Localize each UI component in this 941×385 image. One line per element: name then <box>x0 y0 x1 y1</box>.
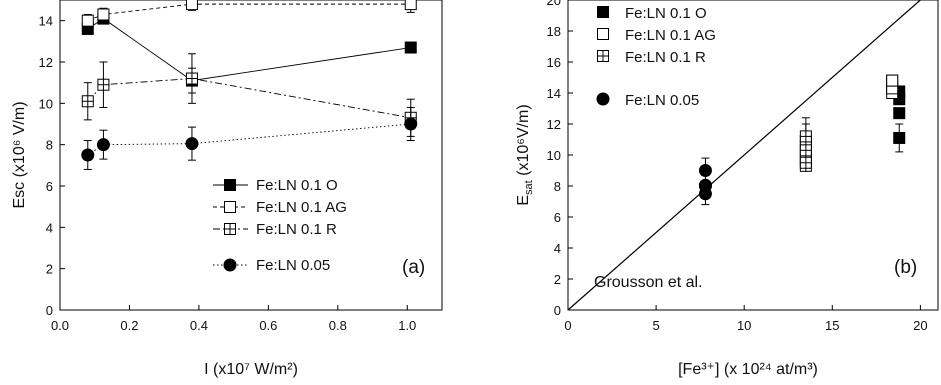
legend-marker <box>596 92 610 106</box>
panel-b-frame <box>567 0 939 311</box>
data-point <box>81 14 94 27</box>
panel-b-x-axis-label: [Fe³⁺] (x 10²⁴ at/m³) <box>678 361 818 378</box>
panel-b-y-axis-label-sub: sat <box>523 180 535 195</box>
data-point <box>698 164 712 177</box>
panel-a-frame <box>59 0 443 311</box>
panel-a-y-axis-label: Esc (x10⁶ V/m) <box>11 101 28 208</box>
panel-b-ticks: 0 5 10 15 20 0 2 4 6 8 10 12 14 16 18 20 <box>547 0 928 333</box>
data-point <box>799 130 812 143</box>
data-point <box>185 72 198 85</box>
data-point <box>97 78 110 91</box>
panel-a-y-tick-label: 2 <box>46 262 53 277</box>
series-line <box>87 18 411 82</box>
panel-b-y-tick-label: 18 <box>547 24 561 39</box>
panel-a-x-tick-label: 0.6 <box>259 318 277 333</box>
legend-marker <box>223 258 237 272</box>
panel-a-x-tick-label: 0.4 <box>190 318 208 333</box>
panel-a-label: (a) <box>402 257 425 278</box>
panel-a-legend: Fe:LN 0.1 O Fe:LN 0.1 AG Fe:LN 0.1 R Fe:LN … <box>213 177 347 274</box>
panel-a-ticks: 0.0 0.2 0.4 0.6 0.8 1.0 0 2 4 6 8 10 12 14 <box>39 14 417 333</box>
legend-label: Fe:LN 0.1 R <box>625 49 706 66</box>
data-point <box>404 117 418 131</box>
panel-b-y-tick-label: 16 <box>547 55 561 70</box>
panel-b-y-tick-label: 20 <box>547 0 561 8</box>
panel-b-y-axis-label: Esat (x10⁶V/m) <box>515 104 535 205</box>
data-point <box>81 95 94 108</box>
panel-a-y-tick-label: 12 <box>39 55 53 70</box>
data-point <box>404 41 417 54</box>
panel-a-x-tick-label: 0.0 <box>51 318 69 333</box>
data-point <box>96 138 110 152</box>
panel-b-x-tick-label: 15 <box>825 318 839 333</box>
panel-b-x-tick-label: 0 <box>564 318 571 333</box>
panel-b-y-tick-label: 10 <box>547 148 561 163</box>
reference-line <box>567 0 921 311</box>
panel-b-y-axis-label-unit: (x10⁶V/m) <box>515 104 532 180</box>
legend-label: Fe:LN 0.1 AG <box>256 199 347 216</box>
legend-label: Fe:LN 0.1 AG <box>625 27 716 44</box>
panel-a-y-tick-label: 10 <box>39 96 53 111</box>
panel-a-y-tick-label: 14 <box>39 14 53 29</box>
panel-b-y-tick-label: 0 <box>554 303 561 318</box>
panel-a-x-tick-label: 0.8 <box>329 318 347 333</box>
panel-a-x-tick-label: 0.2 <box>120 318 138 333</box>
panel-b-y-tick-label: 2 <box>554 272 561 287</box>
legend-label: Fe:LN 0.05 <box>256 257 330 274</box>
data-point <box>81 148 95 162</box>
legend-marker <box>224 201 236 213</box>
legend-marker <box>597 28 609 40</box>
panel-b-y-tick-label: 4 <box>554 241 561 256</box>
legend-marker <box>597 50 609 62</box>
panel-b-x-tick-label: 20 <box>913 318 927 333</box>
panel-b-y-tick-label: 8 <box>554 179 561 194</box>
legend-marker <box>224 179 236 191</box>
panel-a: 0.0 0.2 0.4 0.6 0.8 1.0 0 2 4 6 8 10 12 14 Fe:LN 0.1 … <box>11 0 443 378</box>
panel-a-x-axis-label: I (x10⁷ W/m²) <box>204 361 298 378</box>
data-point <box>404 0 417 11</box>
panel-b-x-tick-label: 10 <box>737 318 751 333</box>
series-line <box>87 3 411 22</box>
panel-b-markers <box>698 74 906 206</box>
data-point <box>893 131 906 144</box>
panel-b-y-axis-label-main: E <box>515 195 532 206</box>
data-point <box>698 178 712 192</box>
panel-b-y-tick-label: 12 <box>547 117 561 132</box>
data-point <box>893 107 906 120</box>
panel-a-y-tick-label: 8 <box>46 138 53 153</box>
legend-label: Fe:LN 0.05 <box>625 92 699 109</box>
data-point <box>799 156 812 169</box>
legend-marker <box>224 223 236 235</box>
reference-line-label: Grousson et al. <box>594 274 703 291</box>
data-point <box>97 8 110 21</box>
series-line <box>87 78 411 119</box>
data-point <box>185 0 198 11</box>
panel-a-y-tick-label: 0 <box>46 303 53 318</box>
data-point <box>886 74 899 87</box>
panel-a-y-tick-label: 4 <box>46 220 53 235</box>
panel-b-label: (b) <box>894 257 917 278</box>
panel-b-y-tick-label: 14 <box>547 86 561 101</box>
legend-marker <box>597 6 609 18</box>
legend-label: Fe:LN 0.1 O <box>625 5 707 22</box>
panel-b-legend: Fe:LN 0.1 O Fe:LN 0.1 AG Fe:LN 0.1 R Fe:LN … <box>596 5 716 109</box>
panel-a-series-lines <box>87 3 411 156</box>
panel-b-y-tick-label: 6 <box>554 210 561 225</box>
legend-label: Fe:LN 0.1 O <box>256 177 338 194</box>
data-point <box>185 137 199 151</box>
legend-label: Fe:LN 0.1 R <box>256 221 337 238</box>
data-point <box>799 144 812 157</box>
series-line <box>87 123 411 156</box>
panel-a-markers <box>81 0 418 170</box>
panel-a-y-tick-label: 6 <box>46 179 53 194</box>
panel-a-x-tick-label: 1.0 <box>398 318 416 333</box>
panel-b-x-tick-label: 5 <box>652 318 659 333</box>
